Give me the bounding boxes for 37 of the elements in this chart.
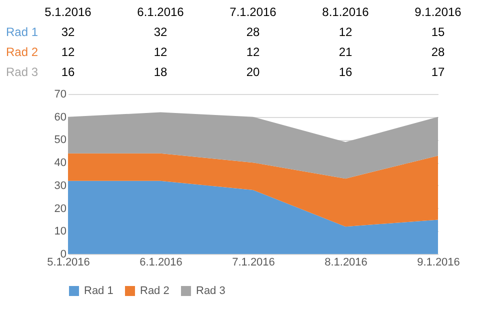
category-label: 6.1.2016	[137, 5, 184, 19]
data-label: 12	[338, 25, 352, 39]
category-label: 5.1.2016	[44, 5, 92, 19]
data-label: 17	[431, 65, 445, 79]
data-label: 32	[61, 25, 75, 39]
legend-label: Rad 2	[140, 285, 170, 297]
legend-label: Rad 1	[84, 285, 114, 297]
y-tick-label: 30	[54, 180, 66, 192]
y-tick-label: 20	[54, 202, 66, 215]
data-label: 16	[61, 65, 75, 79]
category-label: 9.1.2016	[414, 5, 462, 19]
data-label: 15	[431, 25, 445, 39]
x-tick-label: 6.1.2016	[140, 256, 182, 268]
y-tick-label: 70	[54, 88, 66, 100]
x-tick-label: 8.1.2016	[324, 256, 368, 268]
category-label: 8.1.2016	[322, 5, 369, 19]
data-label: 12	[61, 45, 75, 59]
legend-label: Rad 3	[196, 285, 226, 297]
data-label: 18	[154, 65, 168, 79]
y-tick-label: 10	[54, 226, 66, 238]
data-label: 32	[154, 25, 168, 39]
category-label: 7.1.2016	[230, 5, 276, 19]
x-tick-label: 9.1.2016	[417, 256, 460, 268]
data-label: 20	[246, 65, 260, 79]
text: Rad 2	[6, 45, 38, 59]
data-label: 28	[431, 45, 445, 59]
x-tick-label: 7.1.2016	[232, 256, 275, 268]
data-label: 21	[338, 45, 352, 59]
data-label: 16	[338, 65, 352, 79]
text: Rad 1	[6, 25, 38, 39]
data-label: 28	[246, 25, 260, 39]
text: Rad 3	[6, 65, 38, 79]
y-tick-label: 60	[54, 111, 66, 124]
y-tick-label: 40	[54, 157, 66, 170]
data-label: 12	[154, 45, 168, 59]
data-label: 12	[246, 45, 260, 59]
y-tick-label: 50	[54, 134, 66, 146]
